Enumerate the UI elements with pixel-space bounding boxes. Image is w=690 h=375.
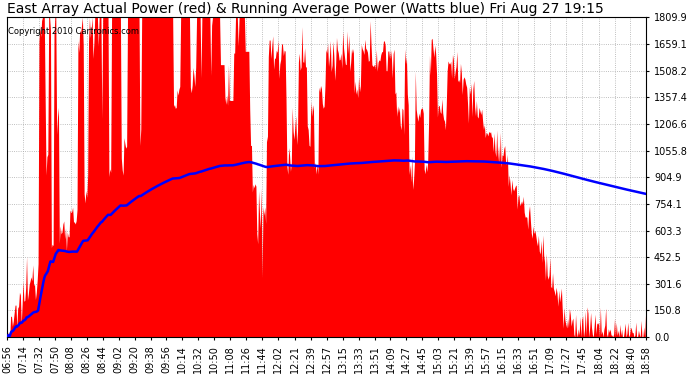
Text: East Array Actual Power (red) & Running Average Power (Watts blue) Fri Aug 27 19: East Array Actual Power (red) & Running … <box>7 2 604 16</box>
Text: Copyright 2010 Cartronics.com: Copyright 2010 Cartronics.com <box>8 27 139 36</box>
